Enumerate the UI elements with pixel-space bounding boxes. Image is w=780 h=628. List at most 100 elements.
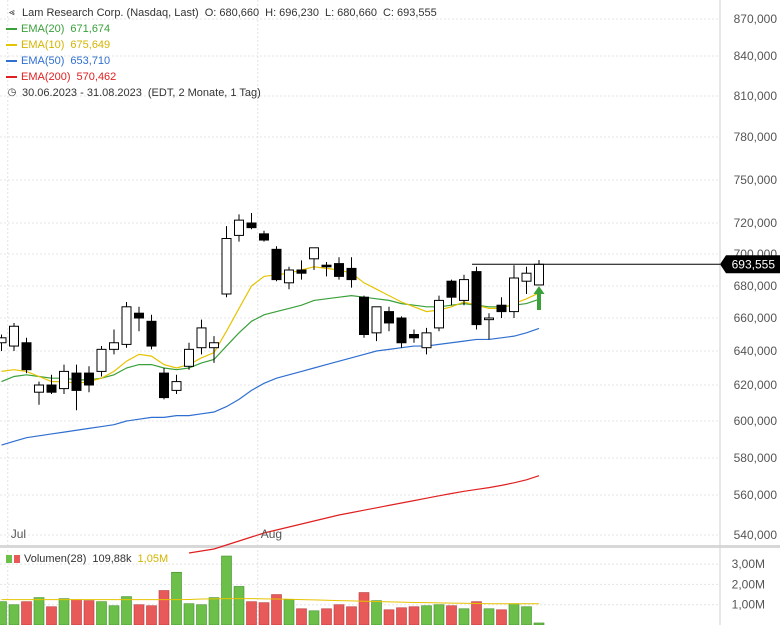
candle-body xyxy=(446,280,457,298)
candle-body xyxy=(371,306,382,334)
ema20-value: 671,674 xyxy=(70,23,111,35)
volume-bar xyxy=(83,600,95,626)
candle-body xyxy=(359,296,369,336)
volume-bar xyxy=(246,601,257,626)
volume-bar xyxy=(58,598,70,626)
ema20-label: EMA(20) xyxy=(21,23,65,35)
volume-bar xyxy=(208,597,220,626)
candle-body xyxy=(271,248,282,281)
volume-bar xyxy=(283,599,295,626)
candle-body xyxy=(246,222,257,229)
price-tick-label: 620,000 xyxy=(734,378,778,392)
candle-body xyxy=(59,370,69,390)
legend-ema10: EMA(10) 675,649 xyxy=(6,37,437,53)
price-tick-label: 540,000 xyxy=(734,528,778,542)
low-value: L: 680,660 xyxy=(324,7,377,19)
time-tick-label: Jul xyxy=(11,527,26,541)
candle-body xyxy=(471,271,482,326)
last-price-marker xyxy=(720,255,780,274)
volume-label: Volumen(28) xyxy=(24,553,87,565)
volume-bar xyxy=(496,609,507,626)
volume-bar xyxy=(71,599,82,626)
candle-body xyxy=(334,263,344,277)
candle-body xyxy=(484,317,494,321)
ema10-line xyxy=(1,266,540,384)
instrument-header: ⪡ Lam Research Corp. (Nasdaq, Last) O: 6… xyxy=(6,5,437,21)
volume-bar xyxy=(33,597,45,626)
volume-bar xyxy=(196,604,207,626)
ema50-value: 653,710 xyxy=(70,55,111,67)
candle-body xyxy=(284,269,294,284)
candle-body xyxy=(234,219,244,236)
date-range: 30.06.2023 - 31.08.2023 xyxy=(22,87,142,99)
volume-legend: Volumen(28) 109,88k 1,05M xyxy=(6,553,168,565)
volume-tick-label: 3,00M xyxy=(732,557,765,571)
volume-bar xyxy=(296,608,307,626)
candle-body xyxy=(421,332,432,349)
volume-bar xyxy=(471,601,482,626)
price-tick-label: 720,000 xyxy=(734,216,778,230)
candle-body xyxy=(346,267,357,281)
candle-body xyxy=(96,348,107,372)
candle-body xyxy=(184,348,194,367)
clock-icon: ◷ xyxy=(7,87,17,98)
time-tick-label: Aug xyxy=(261,527,282,541)
volume-bar xyxy=(146,605,157,626)
candle-body xyxy=(109,342,119,350)
candle-body xyxy=(296,269,307,274)
volume-bar xyxy=(383,609,395,626)
volume-ma-line xyxy=(1,598,539,605)
volume-bar xyxy=(0,601,7,626)
price-tick-label: 640,000 xyxy=(734,344,778,358)
ema20-line xyxy=(1,294,540,383)
candle-body xyxy=(196,327,207,349)
volume-bar xyxy=(321,608,332,626)
ema10-label: EMA(10) xyxy=(21,39,65,51)
open-value: O: 680,660 xyxy=(204,7,260,19)
volume-bar xyxy=(258,602,270,626)
volume-bar xyxy=(221,555,232,626)
price-tick-label: 680,000 xyxy=(734,279,778,293)
candle-body xyxy=(34,384,44,393)
volume-value: 109,88k xyxy=(92,553,132,565)
volume-bar xyxy=(333,604,345,626)
volume-bar xyxy=(121,596,132,626)
candle-body xyxy=(146,320,157,347)
volume-tick-label: 2,00M xyxy=(732,577,765,591)
volume-bar xyxy=(171,571,182,626)
price-tick-label: 600,000 xyxy=(734,414,778,428)
legend-ema50: EMA(50) 653,710 xyxy=(6,53,437,69)
candle-body xyxy=(396,317,407,344)
price-tick-label: 810,000 xyxy=(734,89,778,103)
candle-body xyxy=(321,264,332,268)
volume-bar xyxy=(308,610,320,626)
legend-ema20: EMA(20) 671,674 xyxy=(6,21,437,37)
volume-bar xyxy=(446,605,457,626)
volume-bar xyxy=(108,605,120,626)
price-tick-label: 840,000 xyxy=(734,49,778,63)
candle-body xyxy=(309,247,319,260)
volume-bar xyxy=(371,600,382,626)
candle-body xyxy=(134,312,144,319)
candle-body xyxy=(0,337,7,344)
candle-body xyxy=(71,372,82,391)
pane-separator xyxy=(0,545,780,548)
volume-bar xyxy=(521,606,532,626)
ema200-line xyxy=(188,475,540,554)
volume-bar xyxy=(458,608,470,626)
range-meta: (EDT, 2 Monate, 1 Tag) xyxy=(147,87,261,99)
legend-ema200: EMA(200) 570,462 xyxy=(6,69,437,85)
price-tick-label: 870,000 xyxy=(734,12,778,26)
candle-body xyxy=(121,306,132,345)
price-tick-label: 780,000 xyxy=(734,130,778,144)
volume-bar xyxy=(21,601,32,626)
volume-bar xyxy=(8,604,20,626)
candle-body xyxy=(171,381,182,391)
price-tick-label: 660,000 xyxy=(734,311,778,325)
volume-bar xyxy=(233,586,245,626)
chart-legend: ⪡ Lam Research Corp. (Nasdaq, Last) O: 6… xyxy=(6,5,437,101)
candle-body xyxy=(84,372,94,386)
volume-bar xyxy=(133,604,145,626)
